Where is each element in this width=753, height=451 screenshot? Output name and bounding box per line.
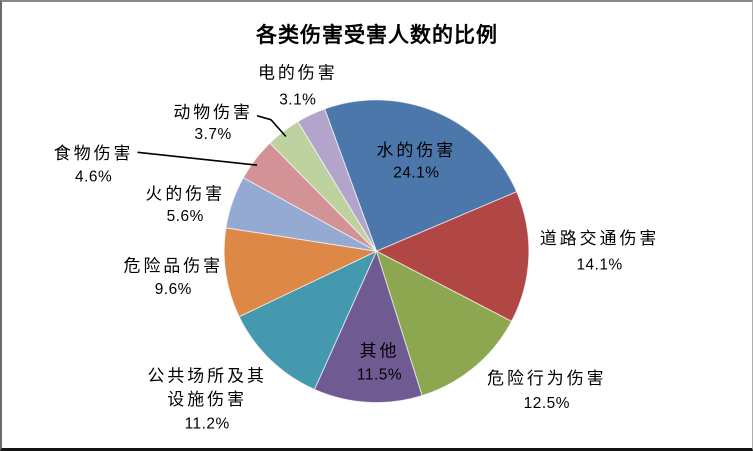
slice-label-4-line-1: 设施伤害 <box>167 390 247 409</box>
pie-slice-5[interactable] <box>223 227 379 318</box>
pie-slice-4[interactable] <box>238 250 378 391</box>
label-leader-lines <box>137 114 287 166</box>
slice-label-0-line-1: 24.1% <box>393 165 439 182</box>
slice-label-1-line-0: 道路交通伤害 <box>540 229 659 248</box>
slice-label-3-line-0: 其他 <box>360 342 400 361</box>
slice-label-7-line-0: 食物伤害 <box>54 144 134 163</box>
pie-slice-2[interactable] <box>375 250 513 397</box>
leader-line-7 <box>137 151 258 166</box>
chart-title: 各类伤害受害人数的比例 <box>256 24 498 47</box>
slice-label-4-line-2: 11.2% <box>185 416 230 433</box>
slice-label-5-line-0: 危险品伤害 <box>124 257 224 276</box>
pie-slice-0[interactable] <box>323 99 518 252</box>
pie-slice-9[interactable] <box>297 108 377 252</box>
pie-slice-1[interactable] <box>375 191 530 323</box>
slice-label-9-line-1: 3.1% <box>279 91 316 108</box>
slice-label-9-line-0: 电的伤害 <box>258 64 338 83</box>
slice-label-2-line-1: 12.5% <box>524 395 570 412</box>
slice-label-6-line-1: 5.6% <box>167 208 204 225</box>
slice-label-6-line-0: 火的伤害 <box>145 184 225 203</box>
slice-labels: 水的伤害 24.1% 道路交通伤害 14.1% 危险行为伤害 12.5% 其他 11.5% 公共… <box>54 64 659 433</box>
slice-label-7-line-1: 4.6% <box>75 169 112 186</box>
slice-label-1-line-1: 14.1% <box>576 257 622 274</box>
slice-label-5-line-1: 9.6% <box>155 281 192 298</box>
slice-label-4-line-0: 公共场所及其 <box>147 366 266 385</box>
slice-label-8-line-0: 动物伤害 <box>173 103 253 122</box>
leader-line-8 <box>256 114 287 138</box>
slice-label-2-line-0: 危险行为伤害 <box>487 369 606 388</box>
slice-label-0-line-0: 水的伤害 <box>377 141 457 160</box>
pie-slice-3[interactable] <box>313 249 423 403</box>
slice-label-3-line-1: 11.5% <box>357 366 402 383</box>
slice-label-8-line-1: 3.7% <box>195 126 232 143</box>
pie-slices <box>223 99 530 403</box>
